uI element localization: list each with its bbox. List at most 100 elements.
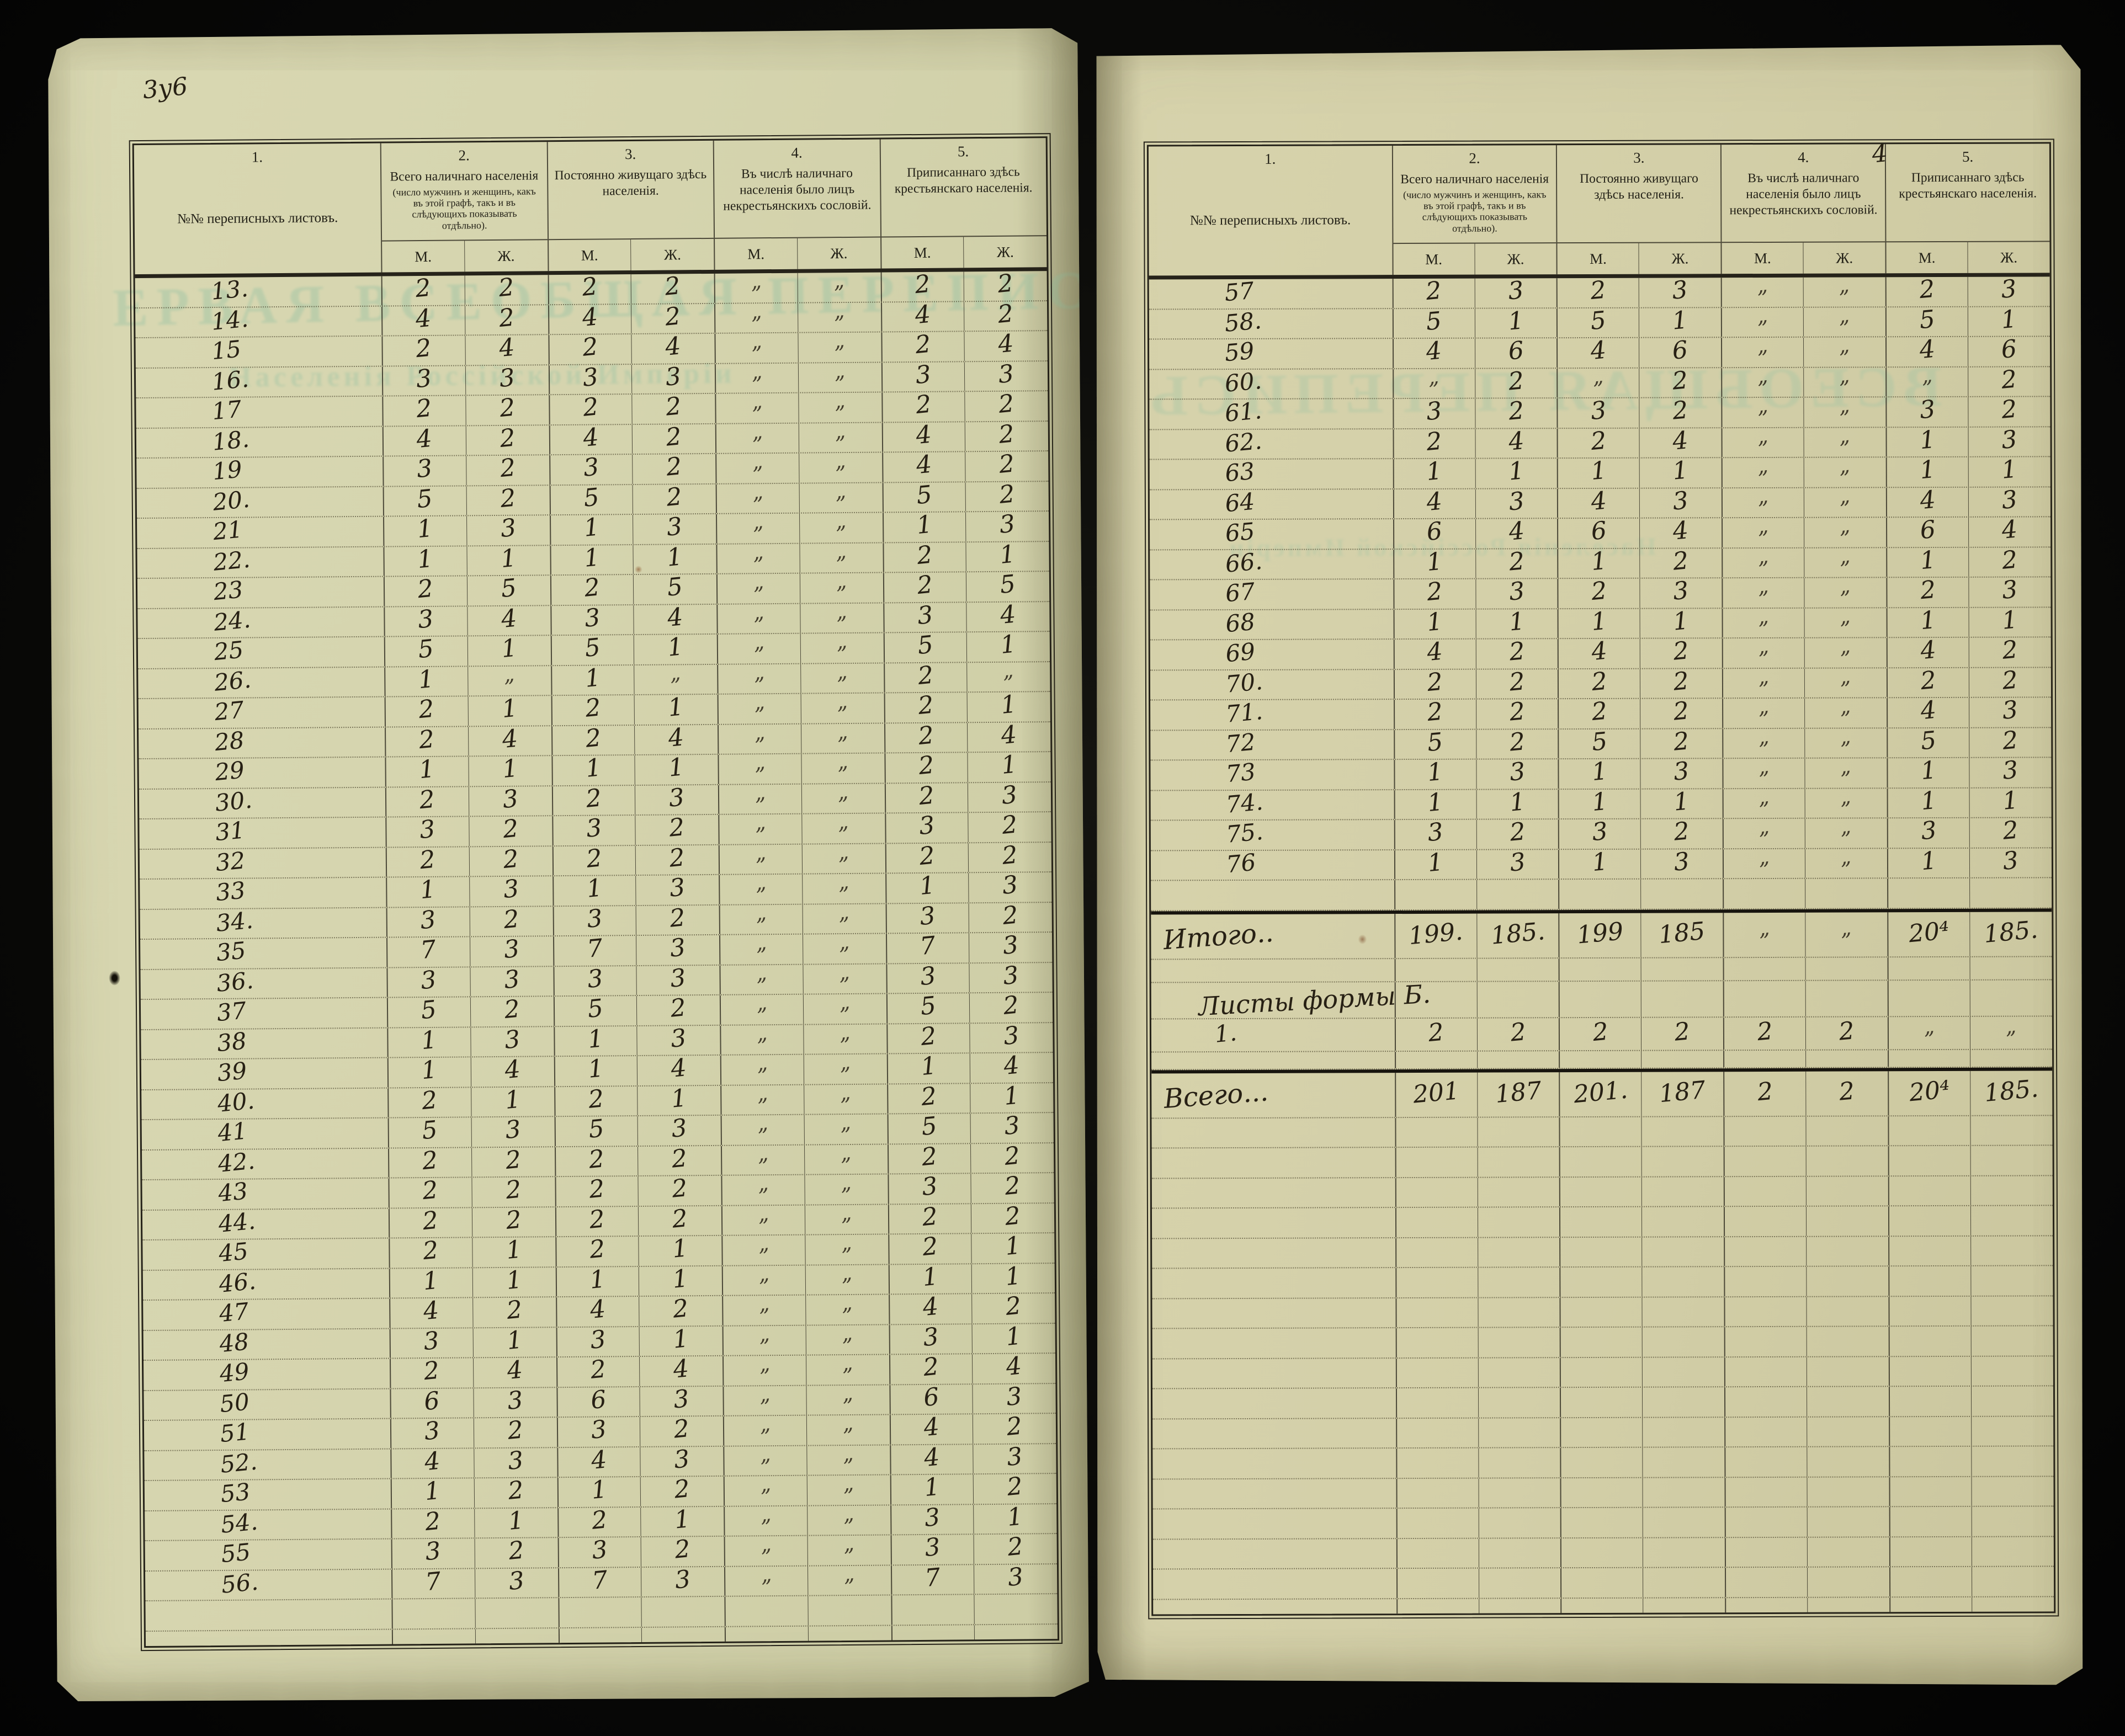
row-number: 24. — [212, 605, 252, 636]
ditto-mark: „ — [668, 660, 682, 686]
table-row: 68 1 1 1 1 „ „ 1 1 — [1150, 608, 2051, 641]
cell-value: 1 — [1002, 1081, 1021, 1111]
cell-value: 1 — [587, 1054, 605, 1084]
empty-grid-row — [1153, 1567, 2054, 1600]
cell-value: 3 — [998, 509, 1017, 540]
ditto-mark: „ — [1756, 694, 1770, 720]
cell-value: 4 — [1002, 1051, 1021, 1081]
cell-value: 4 — [1919, 696, 1937, 726]
row-number: 20. — [211, 485, 251, 516]
ditto-mark: „ — [1756, 784, 1771, 810]
cell-value: 7 — [424, 1567, 443, 1596]
empty-grid-row — [1152, 1206, 2053, 1239]
cell-value: 3 — [1918, 395, 1936, 425]
table-row: 76 1 3 1 3 „ „ 1 3 — [1151, 848, 2052, 881]
cell-value: 1 — [921, 1262, 939, 1292]
cell-value: 1 — [673, 1504, 692, 1535]
cell-value: 1 — [500, 694, 519, 724]
column-number: 1. — [1265, 150, 1276, 167]
cell-value: 3 — [581, 363, 599, 392]
cell-value: 2 — [669, 993, 688, 1023]
ditto-mark: „ — [841, 1410, 854, 1436]
cell-value: 3 — [1003, 1111, 1021, 1141]
cell-value: 2 — [671, 1294, 690, 1324]
cell-value: 2 — [913, 271, 932, 300]
ditto-mark: „ — [1838, 573, 1852, 599]
ledger-page-left: ЕРВАЯ ВСЕОБЩАЯ ПЕРЕПИСЬ Населенія Россій… — [44, 28, 1091, 1705]
row-number: 67 — [1224, 577, 1256, 608]
cell-value: 1 — [1671, 456, 1690, 486]
ditto-mark: „ — [1756, 453, 1770, 479]
cell-value: 2 — [507, 1536, 525, 1566]
cell-value: 2 — [421, 1146, 439, 1175]
cell-value: 3 — [918, 961, 937, 991]
ditto-mark: „ — [838, 1170, 853, 1196]
cell-value: 6 — [589, 1385, 608, 1415]
cell-value: 5 — [582, 483, 601, 513]
row-number: 19 — [211, 455, 243, 486]
cell-value: 2 — [916, 570, 934, 600]
row-number: 46. — [217, 1267, 257, 1298]
cell-value: 1 — [1591, 787, 1609, 817]
cell-value: 2 — [1590, 697, 1608, 727]
cell-value: 3 — [418, 815, 437, 845]
cell-value: 3 — [502, 874, 520, 904]
cell-value: 2 — [585, 844, 603, 874]
header-label-row: 1. №№ переписныхъ листовъ. 2. Всего нали… — [134, 138, 1046, 242]
cell-value: 4 — [2000, 515, 2019, 545]
cell-value: 5 — [1590, 727, 1609, 757]
column-number: 2. — [1469, 150, 1480, 167]
ditto-mark: „ — [841, 1531, 856, 1557]
ditto-mark: „ — [834, 629, 848, 654]
cell-value: 3 — [1589, 396, 1608, 426]
ditto-mark: „ — [1839, 844, 1853, 870]
cell-value: 3 — [590, 1535, 609, 1565]
row-number: 53 — [219, 1478, 252, 1508]
ditto-mark: „ — [835, 749, 849, 775]
vsego-total-row: Всего... 201 187 201. 187 2 2 20⁴ 185. — [1151, 1067, 2052, 1119]
cell-value: 3 — [419, 965, 438, 995]
cell-value: 3 — [2001, 695, 2020, 726]
cell-value: 4 — [1918, 335, 1936, 365]
cell-value: 2 — [1508, 1017, 1527, 1047]
cell-value: 4 — [1426, 637, 1444, 667]
empty-grid-row — [1153, 1537, 2054, 1570]
ditto-mark: „ — [755, 1141, 769, 1167]
cell-value: 4 — [922, 1442, 941, 1472]
row-number: 65 — [1224, 517, 1256, 547]
ditto-mark: „ — [756, 1231, 770, 1256]
cell-value: 1 — [585, 874, 604, 904]
forms-sheets-label-row: Листы формы Б. — [1151, 980, 2052, 1019]
cell-value: 1 — [920, 1051, 938, 1082]
subheader-female: Ж. — [630, 238, 714, 270]
row-number: 21 — [211, 515, 244, 546]
cell-value: 1 — [1426, 607, 1444, 637]
ditto-mark: „ — [502, 661, 516, 687]
table-row: 60. „ 2 „ 2 „ „ „ 2 — [1149, 367, 2050, 400]
ditto-mark: „ — [1837, 483, 1851, 509]
subheader-male: М. — [381, 239, 464, 272]
cell-value: 1 — [423, 1477, 442, 1506]
cell-value: 1 — [1425, 547, 1444, 577]
cell-value: 2 — [584, 723, 603, 753]
ditto-mark: „ — [1756, 723, 1770, 749]
row-number: 54. — [220, 1508, 259, 1538]
cell-value: 1 — [1426, 848, 1444, 877]
ledger-page-right: ВСЕОБЩАЯ ПЕРЕПИСЬ Населенія Россійской И… — [1092, 45, 2085, 1688]
cell-value: 4 — [1507, 516, 1526, 546]
cell-value: 4 — [922, 1412, 941, 1442]
column-note: (число мужчинъ и женщинъ, какъ въ этой г… — [1403, 189, 1547, 234]
cell-value: 1 — [667, 753, 686, 782]
cell-value: 2 — [587, 1084, 605, 1114]
ditto-mark: „ — [837, 1050, 852, 1075]
cell-value: 2 — [1837, 1016, 1856, 1046]
cell-value: 2 — [672, 1414, 691, 1444]
header-label-row: 1. №№ переписныхъ листовъ. 2. Всего нали… — [1149, 143, 2050, 243]
row-number: 49 — [218, 1357, 251, 1388]
cell-value: 4 — [497, 333, 516, 363]
cell-value: 3 — [923, 1532, 942, 1563]
cell-value: 2 — [667, 813, 686, 843]
cell-value: 3 — [672, 1444, 691, 1474]
row-number: 40. — [216, 1087, 256, 1117]
cell-value: 3 — [1672, 847, 1691, 877]
